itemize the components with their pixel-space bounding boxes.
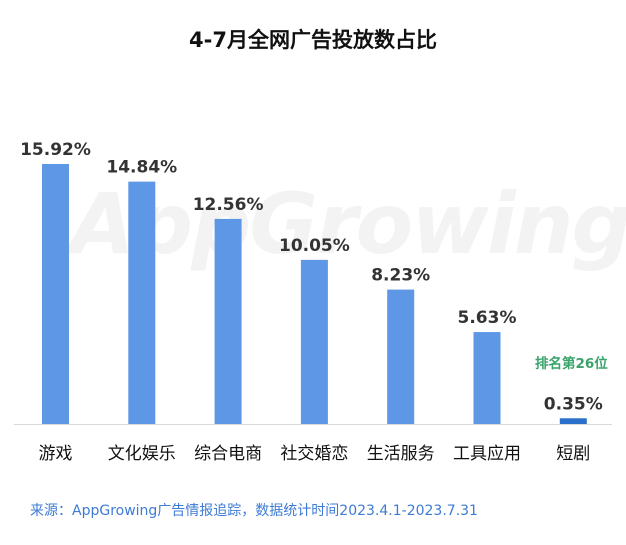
category-label-3: 社交婚恋 (280, 443, 348, 464)
source-note: 来源：AppGrowing广告情报追踪，数据统计时间2023.4.1-2023.… (30, 503, 478, 519)
category-label-0: 游戏 (39, 444, 73, 464)
chart-title: 4-7月全网广告投放数占比 (189, 28, 437, 52)
value-label-2: 12.56% (193, 195, 264, 215)
value-label-4: 8.23% (371, 266, 430, 286)
bar-4 (387, 289, 415, 424)
category-label-1: 文化娱乐 (108, 444, 176, 464)
value-label-3: 10.05% (279, 236, 350, 256)
value-label-0: 15.92% (20, 140, 91, 160)
category-label-5: 工具应用 (453, 444, 521, 464)
bar-1 (128, 181, 156, 424)
value-label-5: 5.63% (458, 308, 517, 328)
bar-6 (559, 418, 587, 424)
value-label-6: 0.35% (544, 394, 603, 414)
bar-3 (300, 259, 328, 424)
value-label-1: 14.84% (106, 158, 177, 178)
category-label-2: 综合电商 (194, 444, 262, 464)
watermark-logo: AppGrowing (70, 175, 626, 273)
bar-2 (214, 218, 242, 424)
bar-5 (473, 332, 501, 424)
bar-0 (42, 164, 69, 424)
rank-annotation: 排名第26位 (535, 356, 608, 372)
category-label-4: 生活服务 (367, 444, 435, 464)
category-label-6: 短剧 (556, 444, 590, 464)
